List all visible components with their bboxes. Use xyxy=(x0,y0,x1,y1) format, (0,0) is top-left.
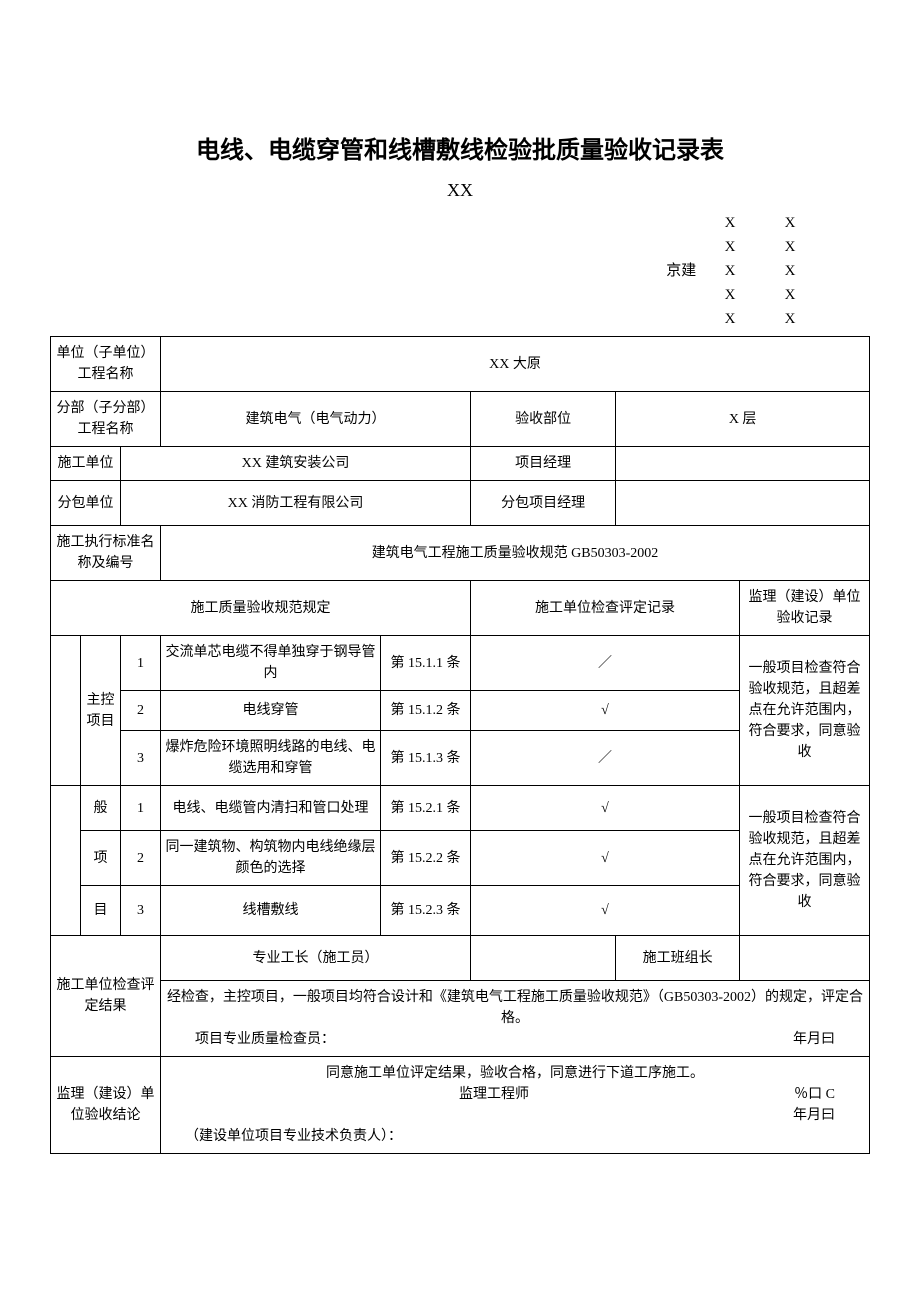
item-num: 2 xyxy=(121,831,161,886)
unit-proj-value: XX 大原 xyxy=(161,337,870,392)
general-group-blank xyxy=(51,786,81,936)
item-desc: 交流单芯电缆不得单独穿于钢导管内 xyxy=(161,636,381,691)
mark-x: X xyxy=(760,211,820,235)
item-num: 2 xyxy=(121,691,161,731)
construct-signer-label: 项目专业质量检查员： xyxy=(195,1029,335,1050)
item-result: √ xyxy=(471,691,740,731)
table-row: 单位（子单位）工程名称 XX 大原 xyxy=(51,337,870,392)
team-leader-value xyxy=(740,936,870,981)
item-num: 1 xyxy=(121,636,161,691)
item-result: √ xyxy=(471,831,740,886)
general-group-label: 项 xyxy=(81,831,121,886)
table-row: 施工单位 XX 建筑安装公司 项目经理 xyxy=(51,447,870,481)
foreman-label: 专业工长（施工员） xyxy=(161,936,471,981)
main-remark: 一般项目检查符合验收规范，且超差点在允许范围内，符合要求，同意验收 xyxy=(740,636,870,786)
construct-result-block: 经检查，主控项目，一般项目均符合设计和《建筑电气工程施工质量验收规范》（GB50… xyxy=(161,981,870,1057)
item-result: ／ xyxy=(471,731,740,786)
construct-date: 年月曰 xyxy=(793,1029,835,1050)
construct-unit-label: 施工单位 xyxy=(51,447,121,481)
team-leader-label: 施工班组长 xyxy=(616,936,740,981)
table-row: 主控项目 1 交流单芯电缆不得单独穿于钢导管内 第 15.1.1 条 ／ 一般项… xyxy=(51,636,870,691)
mark-x: X xyxy=(760,283,820,307)
item-num: 1 xyxy=(121,786,161,831)
item-result: √ xyxy=(471,886,740,936)
item-clause: 第 15.2.2 条 xyxy=(381,831,471,886)
general-group-label: 般 xyxy=(81,786,121,831)
sub-proj-value: 建筑电气（电气动力） xyxy=(161,392,471,447)
proj-manager-value xyxy=(616,447,870,481)
supervise-result-block: 同意施工单位评定结果，验收合格，同意进行下道工序施工。 监理工程师 ％口 C 年… xyxy=(161,1057,870,1154)
mark-x: X xyxy=(700,259,760,283)
sub-unit-label: 分包单位 xyxy=(51,481,121,526)
supervise-header: 监理（建设）单位验收记录 xyxy=(740,581,870,636)
table-row: 般 1 电线、电缆管内清扫和管口处理 第 15.2.1 条 √ 一般项目检查符合… xyxy=(51,786,870,831)
item-desc: 爆炸危险环境照明线路的电线、电缆选用和穿管 xyxy=(161,731,381,786)
item-result: ／ xyxy=(471,636,740,691)
main-group-blank xyxy=(51,636,81,786)
std-value: 建筑电气工程施工质量验收规范 GB50303-2002 xyxy=(161,526,870,581)
main-group-label: 主控项目 xyxy=(81,636,121,786)
item-desc: 线槽敷线 xyxy=(161,886,381,936)
item-clause: 第 15.1.1 条 xyxy=(381,636,471,691)
supervise-result-text: 同意施工单位评定结果，验收合格，同意进行下道工序施工。 xyxy=(165,1063,865,1084)
construct-result-text: 经检查，主控项目，一般项目均符合设计和《建筑电气工程施工质量验收规范》（GB50… xyxy=(165,987,865,1029)
unit-proj-label: 单位（子单位）工程名称 xyxy=(51,337,161,392)
table-row: 监理（建设）单位验收结论 同意施工单位评定结果，验收合格，同意进行下道工序施工。… xyxy=(51,1057,870,1154)
mark-prefix: 京建 xyxy=(666,263,696,279)
general-group-label: 目 xyxy=(81,886,121,936)
doc-title: 电线、电缆穿管和线槽敷线检验批质量验收记录表 xyxy=(50,130,870,165)
item-clause: 第 15.2.3 条 xyxy=(381,886,471,936)
mark-x: X xyxy=(700,283,760,307)
table-row: 分部（子分部）工程名称 建筑电气（电气动力） 验收部位 X 层 xyxy=(51,392,870,447)
table-row: 分包单位 XX 消防工程有限公司 分包项目经理 xyxy=(51,481,870,526)
sub-proj-label: 分部（子分部）工程名称 xyxy=(51,392,161,447)
mark-x: X xyxy=(700,307,760,331)
mark-x: X xyxy=(760,259,820,283)
document-page: 电线、电缆穿管和线槽敷线检验批质量验收记录表 XX XX XX 京建 XX XX… xyxy=(0,0,920,1204)
supervise-result-label: 监理（建设）单位验收结论 xyxy=(51,1057,161,1154)
sub-unit-value: XX 消防工程有限公司 xyxy=(121,481,471,526)
item-clause: 第 15.1.3 条 xyxy=(381,731,471,786)
general-remark: 一般项目检查符合验收规范，且超差点在允许范围内，符合要求，同意验收 xyxy=(740,786,870,936)
item-num: 3 xyxy=(121,886,161,936)
table-row: 施工质量验收规范规定 施工单位检查评定记录 监理（建设）单位验收记录 xyxy=(51,581,870,636)
top-right-marks: XX XX 京建 XX XX XX xyxy=(50,211,870,331)
item-clause: 第 15.1.2 条 xyxy=(381,691,471,731)
sub-pm-value xyxy=(616,481,870,526)
supervise-signer-label: （建设单位项目专业技术负责人）： xyxy=(165,1126,865,1147)
construct-check-header: 施工单位检查评定记录 xyxy=(471,581,740,636)
proj-manager-label: 项目经理 xyxy=(471,447,616,481)
item-desc: 电线、电缆管内清扫和管口处理 xyxy=(161,786,381,831)
item-desc: 电线穿管 xyxy=(161,691,381,731)
accept-part-value: X 层 xyxy=(616,392,870,447)
table-row: 经检查，主控项目，一般项目均符合设计和《建筑电气工程施工质量验收规范》（GB50… xyxy=(51,981,870,1057)
supervise-date: 年月曰 xyxy=(793,1108,835,1123)
mark-x: X xyxy=(760,235,820,259)
mark-x: X xyxy=(700,235,760,259)
construct-unit-value: XX 建筑安装公司 xyxy=(121,447,471,481)
foreman-value xyxy=(471,936,616,981)
spec-header: 施工质量验收规范规定 xyxy=(51,581,471,636)
std-label: 施工执行标准名称及编号 xyxy=(51,526,161,581)
construct-result-label: 施工单位检查评定结果 xyxy=(51,936,161,1057)
supervise-engineer-label: 监理工程师 xyxy=(195,1084,793,1126)
item-desc: 同一建筑物、构筑物内电线绝缘层颜色的选择 xyxy=(161,831,381,886)
accept-part-label: 验收部位 xyxy=(471,392,616,447)
inspection-table: 单位（子单位）工程名称 XX 大原 分部（子分部）工程名称 建筑电气（电气动力）… xyxy=(50,336,870,1154)
item-num: 3 xyxy=(121,731,161,786)
table-row: 施工执行标准名称及编号 建筑电气工程施工质量验收规范 GB50303-2002 xyxy=(51,526,870,581)
mark-x: X xyxy=(760,307,820,331)
doc-subtitle: XX xyxy=(50,180,870,201)
table-row: 施工单位检查评定结果 专业工长（施工员） 施工班组长 xyxy=(51,936,870,981)
supervise-mark: ％口 C xyxy=(794,1087,835,1102)
item-result: √ xyxy=(471,786,740,831)
mark-x: X xyxy=(700,211,760,235)
item-clause: 第 15.2.1 条 xyxy=(381,786,471,831)
sub-pm-label: 分包项目经理 xyxy=(471,481,616,526)
